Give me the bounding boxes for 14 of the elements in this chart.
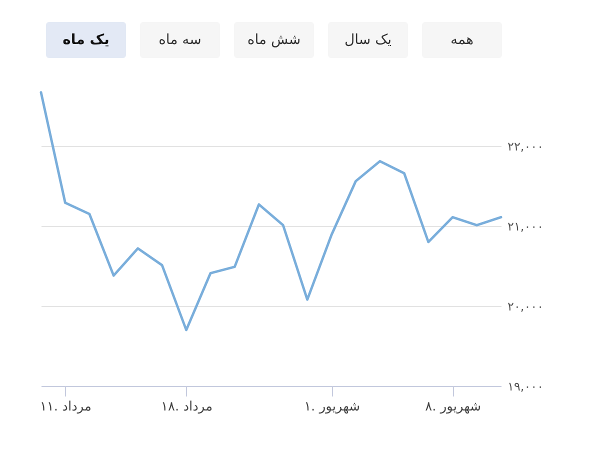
- text: یک سال: [328, 22, 408, 58]
- text: سه ماه: [140, 22, 220, 58]
- y-tick-label: ۲۰,۰۰۰: [508, 300, 544, 314]
- text: یک ماه: [46, 22, 126, 58]
- x-tick-label: ۱۸. مرداد: [160, 400, 213, 414]
- text: همه: [422, 22, 502, 58]
- x-tick-label: ۱۱. مرداد: [40, 400, 92, 414]
- x-tick-label: ۸. شهریور: [425, 400, 482, 414]
- line-series: [40, 91, 502, 332]
- y-tick-label: ۲۲,۰۰۰: [508, 140, 544, 154]
- y-tick-label: ۲۱,۰۰۰: [508, 220, 544, 234]
- y-tick-label: ۱۹,۰۰۰: [508, 380, 544, 394]
- text: شش ماه: [234, 22, 314, 58]
- x-tick-label: ۱. شهریور: [304, 400, 360, 414]
